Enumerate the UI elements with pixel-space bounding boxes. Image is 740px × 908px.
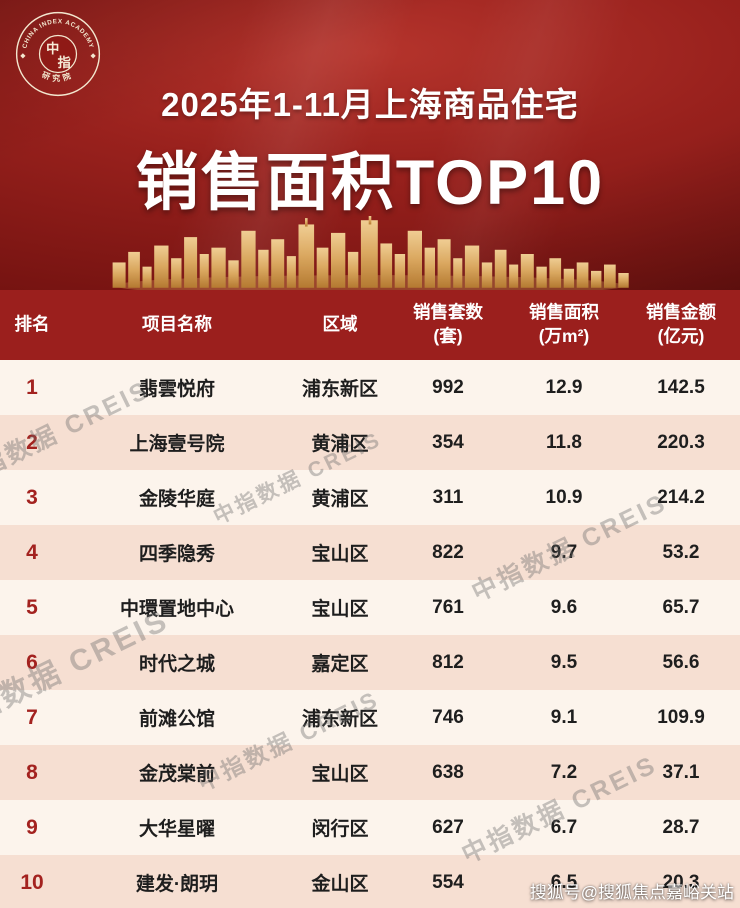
table-row: 4 四季隐秀 宝山区 822 9.7 53.2 (0, 525, 740, 580)
table-header: 排名 项目名称 区域 销售套数 (套) 销售面积 (万m²) 销售金额 (亿元) (0, 290, 740, 360)
amount-cell: 28.7 (662, 816, 700, 838)
district-cell: 宝山区 (311, 764, 369, 785)
header-area-line1: 销售面积 (529, 302, 599, 323)
header-district: 区域 (322, 314, 358, 335)
table-row: 2 上海壹号院 黄浦区 354 11.8 220.3 (0, 415, 740, 470)
district-cell: 嘉定区 (311, 654, 369, 675)
table-row: 7 前滩公馆 浦东新区 746 9.1 109.9 (0, 690, 740, 745)
banner-subtitle: 2025年1-11月上海商品住宅 (161, 86, 579, 123)
name-cell: 中環置地中心 (119, 599, 234, 620)
units-cell: 812 (432, 651, 464, 673)
logo-seal-char1: 中 (46, 40, 59, 56)
name-cell: 金茂棠前 (138, 764, 215, 785)
area-cell: 6.5 (550, 871, 578, 893)
header-units-line2: (套) (433, 326, 463, 346)
header-amount-sold: 销售金额 (亿元) (622, 290, 740, 360)
name-cell: 四季隐秀 (138, 544, 215, 565)
amount-cell: 214.2 (657, 486, 705, 508)
area-cell: 12.9 (545, 376, 583, 398)
china-index-academy-logo: CHINA INDEX ACADEMY 研究院 中 指 (14, 10, 102, 98)
district-cell: 宝山区 (311, 544, 369, 565)
rank-cell: 2 (26, 430, 38, 454)
table-body: 1 翡雲悦府 浦东新区 992 12.9 142.5 2 上海壹号院 黄浦区 354 11.8 220… (0, 360, 740, 908)
amount-cell: 142.5 (657, 376, 705, 398)
header-units-sold: 销售套数 (套) (390, 290, 506, 360)
amount-cell: 53.2 (662, 541, 700, 563)
header-area-sold: 销售面积 (万m²) (506, 290, 622, 360)
units-cell: 554 (432, 871, 464, 893)
rank-cell: 9 (26, 815, 38, 839)
table-row: 6 时代之城 嘉定区 812 9.5 56.6 (0, 635, 740, 690)
area-cell: 9.5 (550, 651, 578, 673)
name-cell: 金陵华庭 (138, 489, 215, 510)
rank-cell: 4 (26, 540, 38, 564)
district-cell: 闵行区 (311, 819, 369, 840)
units-cell: 311 (432, 486, 464, 508)
district-cell: 浦东新区 (301, 709, 378, 730)
area-cell: 11.8 (546, 431, 582, 453)
amount-cell: 56.6 (662, 651, 700, 673)
amount-cell: 20.3 (662, 871, 700, 893)
table-row: 5 中環置地中心 宝山区 761 9.6 65.7 (0, 580, 740, 635)
area-cell: 7.2 (550, 761, 578, 783)
header-project-name: 项目名称 (142, 314, 212, 335)
units-cell: 638 (432, 761, 464, 783)
district-cell: 黄浦区 (311, 434, 369, 455)
table-row: 10 建发·朗玥 金山区 554 6.5 20.3 (0, 855, 740, 908)
rank-cell: 1 (26, 375, 38, 399)
name-cell: 上海壹号院 (129, 434, 225, 455)
logo-badge-icon: CHINA INDEX ACADEMY 研究院 中 指 (15, 11, 101, 97)
table-row: 1 翡雲悦府 浦东新区 992 12.9 142.5 (0, 360, 740, 415)
banner-main-title: 销售面积TOP10 (135, 148, 605, 218)
header-area-line2: (万m²) (538, 326, 590, 346)
rank-cell: 10 (20, 870, 44, 894)
table-row: 3 金陵华庭 黄浦区 311 10.9 214.2 (0, 470, 740, 525)
name-cell: 时代之城 (138, 654, 215, 675)
district-cell: 黄浦区 (311, 489, 369, 510)
units-cell: 761 (432, 596, 464, 618)
header-amount-line2: (亿元) (657, 326, 705, 346)
header-amount-line1: 销售金额 (646, 302, 716, 323)
units-cell: 354 (432, 431, 464, 453)
units-cell: 627 (432, 816, 464, 838)
rank-cell: 3 (26, 485, 38, 509)
name-cell: 建发·朗玥 (135, 874, 219, 895)
units-cell: 992 (432, 376, 464, 398)
name-cell: 大华星曜 (138, 819, 215, 840)
area-cell: 9.7 (550, 541, 578, 563)
rank-cell: 7 (26, 705, 38, 729)
rank-cell: 6 (26, 650, 38, 674)
area-cell: 9.6 (550, 596, 578, 618)
amount-cell: 37.1 (662, 761, 700, 783)
amount-cell: 65.7 (662, 596, 700, 618)
rank-cell: 5 (26, 595, 38, 619)
district-cell: 浦东新区 (301, 379, 378, 400)
district-cell: 宝山区 (311, 599, 369, 620)
city-skyline-icon (112, 216, 629, 290)
header-units-line1: 销售套数 (413, 302, 483, 323)
name-cell: 翡雲悦府 (138, 379, 215, 400)
header-rank: 排名 (14, 314, 50, 335)
logo-seal-char2: 指 (58, 54, 71, 70)
amount-cell: 109.9 (657, 706, 705, 728)
table-row: 9 大华星曜 闵行区 627 6.7 28.7 (0, 800, 740, 855)
area-cell: 6.7 (550, 816, 578, 838)
units-cell: 746 (432, 706, 464, 728)
header-banner: CHINA INDEX ACADEMY 研究院 中 指 2025年1-11月上海… (0, 0, 740, 290)
area-cell: 10.9 (545, 486, 583, 508)
units-cell: 822 (432, 541, 464, 563)
area-cell: 9.1 (550, 706, 578, 728)
name-cell: 前滩公馆 (138, 709, 215, 730)
district-cell: 金山区 (311, 874, 369, 895)
amount-cell: 220.3 (657, 431, 705, 453)
souhu-credit-watermark: 搜狐号@搜狐焦点嘉峪关站 (529, 883, 734, 902)
logo-star-left-icon (20, 53, 26, 59)
table-row: 8 金茂棠前 宝山区 638 7.2 37.1 (0, 745, 740, 800)
rank-cell: 8 (26, 760, 38, 784)
logo-star-right-icon (90, 53, 96, 59)
